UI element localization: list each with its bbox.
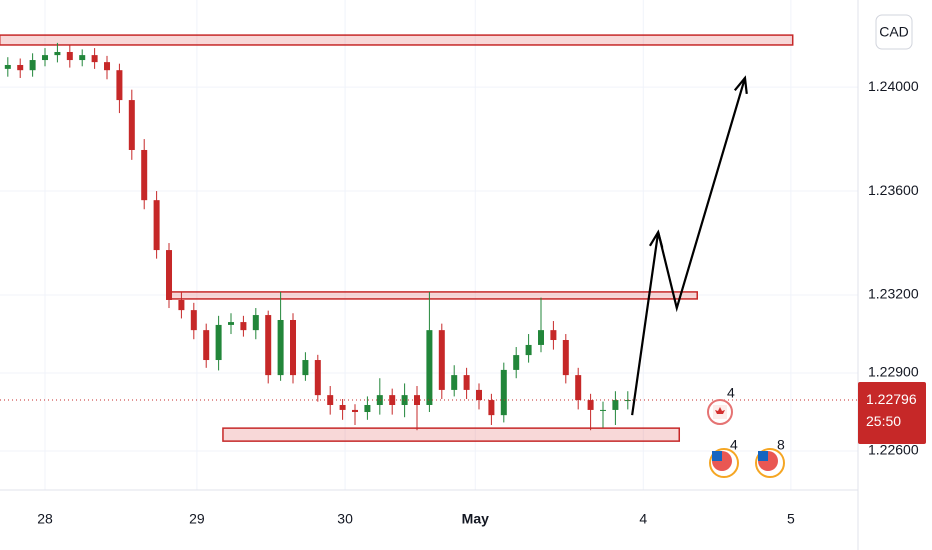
candle-body	[500, 369, 507, 416]
candle-body	[488, 400, 495, 416]
candle-body	[513, 355, 520, 370]
candle-body	[166, 250, 173, 300]
candle-body	[376, 395, 383, 405]
candle-body	[116, 70, 123, 101]
candle-body	[54, 51, 61, 56]
candle-body	[265, 315, 272, 376]
x-tick-label: 4	[639, 511, 647, 527]
candle-body	[599, 409, 606, 411]
zone	[0, 34, 794, 46]
drawings	[0, 75, 858, 416]
candle-body	[4, 64, 11, 69]
candle-body	[42, 55, 49, 61]
candle-body	[79, 55, 86, 61]
candle-body	[575, 375, 582, 401]
x-tick-label: 5	[787, 511, 795, 527]
candle-body	[414, 395, 421, 405]
candle-body	[228, 322, 235, 325]
candle-body	[364, 404, 371, 413]
candle-body	[178, 299, 185, 311]
candle-body	[339, 404, 346, 410]
x-tick-label: May	[462, 511, 489, 527]
flag-leaf	[715, 407, 725, 414]
candle-body	[277, 319, 284, 376]
candle-body	[538, 330, 545, 345]
event-count: 4	[727, 385, 735, 401]
arrow-head	[733, 75, 748, 95]
candle-body	[352, 409, 359, 413]
event-count: 4	[730, 437, 738, 453]
flag-us-canton	[712, 451, 722, 461]
candle-body	[624, 400, 631, 402]
x-tick-label: 28	[37, 511, 53, 527]
candles	[4, 42, 631, 431]
flag-us-canton	[758, 451, 768, 461]
countdown-label: 25:50	[866, 413, 901, 429]
candle-body	[426, 330, 433, 405]
candle-body	[17, 64, 24, 71]
candle-body	[153, 200, 160, 251]
candle-body	[252, 315, 259, 331]
zone	[222, 427, 681, 442]
candle-body	[314, 360, 321, 396]
candle-body	[476, 389, 483, 401]
y-tick-label: 1.22900	[868, 364, 919, 380]
last-price-box	[858, 382, 926, 445]
last-price-label: 1.22796	[866, 391, 917, 407]
candle-body	[562, 340, 569, 376]
x-tick-label: 29	[189, 511, 205, 527]
candle-body	[240, 322, 247, 331]
candle-body	[587, 400, 594, 410]
candle-body	[463, 375, 470, 390]
candle-body	[302, 360, 309, 376]
currency-button[interactable]	[875, 14, 913, 50]
y-tick-label: 1.23600	[868, 182, 919, 198]
candle-body	[215, 324, 222, 361]
currency-label: CAD	[879, 24, 909, 40]
candle-body	[104, 62, 111, 71]
candle-body	[190, 310, 197, 331]
axes: 1.22600 1.22900 1.23200 1.23600 1.24000 28 29 3…	[37, 78, 926, 527]
y-tick-label: 1.22600	[868, 442, 919, 458]
candle-body	[612, 400, 619, 410]
zone	[169, 291, 698, 300]
event-count: 8	[777, 437, 785, 453]
candle-body	[66, 51, 73, 61]
candle-body	[203, 330, 210, 361]
candle-body	[327, 395, 334, 405]
candle-body	[141, 149, 148, 201]
x-tick-label: 30	[337, 511, 353, 527]
candle-body	[29, 60, 36, 71]
y-tick-label: 1.24000	[868, 78, 919, 94]
arrow-path	[631, 77, 747, 416]
candle-body	[128, 100, 135, 150]
y-tick-label: 1.23200	[868, 286, 919, 302]
event-icons: 4 4 8	[707, 385, 785, 478]
candle-body	[290, 319, 297, 376]
candle-body	[550, 330, 557, 341]
candle-body	[525, 344, 532, 356]
candle-body	[91, 55, 98, 63]
arrow-head	[648, 229, 664, 248]
candle-body	[438, 330, 445, 390]
candle-body	[451, 375, 458, 390]
